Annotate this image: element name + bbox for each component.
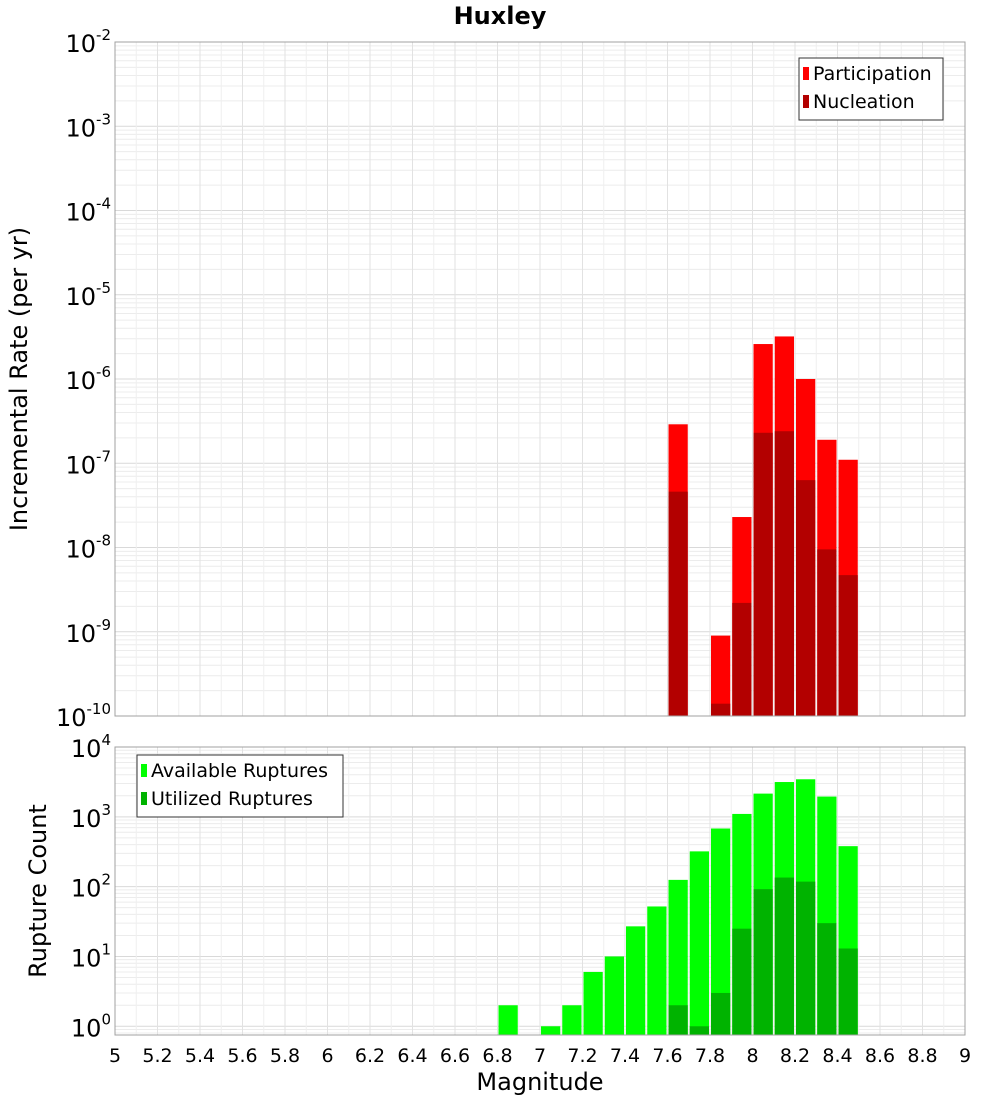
- x-tick-label: 5.8: [270, 1045, 300, 1067]
- x-tick-label: 6.4: [397, 1045, 427, 1067]
- bottom-bar-available-ruptures: [626, 926, 646, 1035]
- top-bar-participation: [711, 635, 731, 716]
- bottom-bars: [498, 779, 858, 1035]
- y-tick-label: 10-5: [65, 279, 111, 311]
- y-tick-label: 10-9: [65, 616, 111, 648]
- x-tick-label: 7.8: [695, 1045, 725, 1067]
- bottom-bar-available-ruptures: [583, 971, 603, 1035]
- bottom-bar-utilized-ruptures: [753, 889, 773, 1035]
- x-tick-label: 7: [534, 1045, 546, 1067]
- bottom-bar-available-ruptures: [689, 851, 709, 1035]
- bottom-bar-utilized-ruptures: [838, 948, 858, 1035]
- x-tick-label: 7.6: [652, 1045, 682, 1067]
- top-bar-nucleation: [753, 432, 773, 716]
- x-ticks: 5 5.2 5.4 5.6 5.8 6 6.2 6.4 6.6 6.8 7 7.2 7.4 7.6 7.8 8…: [109, 1045, 971, 1067]
- bottom-legend: Available Ruptures Utilized Ruptures: [136, 754, 344, 818]
- y-tick-label: 10-3: [65, 110, 111, 142]
- bottom-bar-available-ruptures: [668, 879, 688, 1035]
- x-tick-label: 5.6: [227, 1045, 257, 1067]
- legend-label: Participation: [813, 63, 932, 85]
- top-bar-nucleation: [732, 602, 752, 716]
- x-tick-label: 8: [746, 1045, 758, 1067]
- bottom-bar-utilized-ruptures: [732, 928, 752, 1035]
- x-tick-label: 7.4: [610, 1045, 640, 1067]
- top-grid: [114, 41, 966, 717]
- bottom-y-ticks: 100 101 102 103 104: [71, 731, 111, 1042]
- top-plot-frame: [114, 41, 966, 717]
- x-tick-label: 8.4: [822, 1045, 852, 1067]
- y-tick-label: 102: [71, 871, 111, 903]
- bottom-bar-utilized-ruptures: [711, 992, 731, 1035]
- bottom-bar-utilized-ruptures: [796, 881, 816, 1035]
- x-tick-label: 5.2: [142, 1045, 172, 1067]
- y-tick-label: 10-8: [65, 532, 111, 564]
- top-bars: [668, 336, 858, 716]
- x-tick-label: 9: [959, 1045, 971, 1067]
- y-tick-label: 10-2: [65, 26, 111, 58]
- x-tick-label: 8.6: [865, 1045, 895, 1067]
- bottom-bar-available-ruptures: [711, 828, 731, 1035]
- top-legend: Participation Nucleation: [798, 57, 944, 121]
- bottom-bar-available-ruptures: [562, 1005, 582, 1035]
- chart-title: Huxley: [454, 2, 547, 30]
- y-tick-label: 103: [71, 801, 111, 833]
- y-tick-label: 100: [71, 1010, 111, 1042]
- bottom-plot-frame: [114, 746, 966, 1036]
- legend-swatch: [141, 792, 147, 805]
- x-tick-label: 6.2: [355, 1045, 385, 1067]
- y-tick-label: 10-4: [65, 195, 111, 227]
- bottom-bar-utilized-ruptures: [668, 1005, 688, 1035]
- bottom-legend-box: [136, 754, 344, 818]
- x-tick-label: 6.8: [482, 1045, 512, 1067]
- top-bar-nucleation: [817, 549, 837, 716]
- top-bar-nucleation: [774, 431, 794, 716]
- bottom-y-axis-label: Rupture Count: [24, 804, 52, 978]
- y-tick-label: 104: [71, 731, 111, 763]
- legend-label: Utilized Ruptures: [151, 788, 313, 810]
- bottom-bar-utilized-ruptures: [817, 923, 837, 1035]
- top-bar-nucleation: [711, 703, 731, 716]
- legend-label: Available Ruptures: [151, 760, 328, 782]
- legend-swatch: [803, 67, 809, 80]
- top-bar-nucleation: [668, 491, 688, 716]
- top-y-axis-label: Incremental Rate (per yr): [5, 227, 33, 531]
- x-tick-label: 7.2: [567, 1045, 597, 1067]
- legend-swatch: [141, 764, 147, 777]
- top-plot-panel: 10-10 10-9 10-8 10-7 10-6 10-5 10-4 10-3 10-2 Par…: [56, 26, 966, 732]
- legend-label: Nucleation: [813, 91, 915, 113]
- bottom-bar-utilized-ruptures: [774, 877, 794, 1035]
- bottom-bar-available-ruptures: [498, 1005, 518, 1035]
- y-tick-label: 10-10: [56, 700, 111, 732]
- top-bar-nucleation: [838, 575, 858, 716]
- bottom-plot-panel: 100 101 102 103 104 5 5.2 5.4 5.6 5.8 6 6.2 6.4 6.6 6.…: [71, 731, 971, 1067]
- x-tick-label: 8.8: [907, 1045, 937, 1067]
- bottom-bar-available-ruptures: [604, 956, 624, 1035]
- legend-swatch: [803, 95, 809, 108]
- x-tick-label: 6: [321, 1045, 333, 1067]
- bottom-bar-available-ruptures: [541, 1026, 561, 1035]
- x-tick-label: 5.4: [185, 1045, 215, 1067]
- top-legend-box: [798, 57, 944, 121]
- x-tick-label: 8.2: [780, 1045, 810, 1067]
- bottom-bar-available-ruptures: [647, 906, 667, 1035]
- x-tick-label: 5: [109, 1045, 121, 1067]
- x-axis-label: Magnitude: [476, 1068, 603, 1096]
- y-tick-label: 101: [71, 940, 111, 972]
- top-bar-nucleation: [796, 480, 816, 716]
- bottom-bar-utilized-ruptures: [689, 1026, 709, 1035]
- y-tick-label: 10-7: [65, 447, 111, 479]
- top-y-ticks: 10-10 10-9 10-8 10-7 10-6 10-5 10-4 10-3 10-2: [56, 26, 111, 732]
- y-tick-label: 10-6: [65, 363, 111, 395]
- x-tick-label: 6.6: [440, 1045, 470, 1067]
